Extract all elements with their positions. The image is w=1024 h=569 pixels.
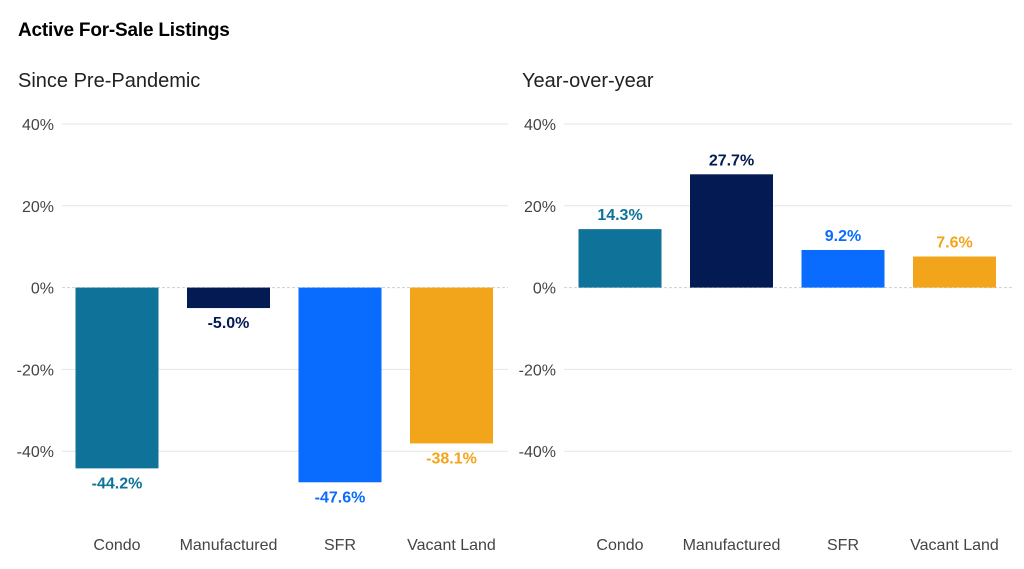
y-tick-label: 20% [524, 199, 556, 216]
bar-chart-since-pre-pandemic: 40% 20% 0% -20% -40% -44.2% Condo -5.0% Manufact… [17, 117, 508, 554]
x-tick-label-manufactured: Manufactured [683, 537, 781, 554]
y-tick-label: 40% [22, 117, 54, 134]
data-label-condo: -44.2% [92, 475, 143, 492]
chart-title-year-over-year: Year-over-year [522, 70, 654, 92]
data-label-vacant-land: 7.6% [936, 235, 972, 252]
y-tick-label: 20% [22, 199, 54, 216]
x-tick-label-sfr: SFR [827, 537, 859, 554]
y-tick-label: 40% [524, 117, 556, 134]
y-tick-label: -20% [17, 362, 54, 379]
bar-condo [75, 287, 159, 469]
y-tick-label: 0% [533, 281, 556, 298]
data-label-condo: 14.3% [597, 207, 642, 224]
x-tick-label-vacant-land: Vacant Land [407, 537, 496, 554]
chart-panel-year-over-year: Year-over-year 40% 20% 0% -20% -40% 14.3% Cond… [504, 64, 1012, 564]
y-tick-label: -40% [17, 444, 54, 461]
bar-vacant-land [913, 256, 996, 288]
bar-chart-year-over-year: 40% 20% 0% -20% -40% 14.3% Condo 27.7% Manufactu… [519, 117, 1012, 554]
x-tick-label-condo: Condo [596, 537, 643, 554]
x-tick-label-vacant-land: Vacant Land [910, 537, 999, 554]
data-label-manufactured: -5.0% [208, 315, 250, 332]
bar-manufactured [690, 174, 773, 288]
bar-vacant-land [410, 287, 493, 444]
data-label-vacant-land: -38.1% [426, 450, 477, 467]
page-title: Active For-Sale Listings [18, 20, 230, 41]
y-tick-label: -40% [519, 444, 556, 461]
bar-condo [578, 229, 662, 288]
x-tick-label-sfr: SFR [324, 537, 356, 554]
chart-panel-since-pre-pandemic: Since Pre-Pandemic 40% 20% 0% -20% -40% -44.2… [0, 64, 508, 564]
bar-manufactured [187, 287, 270, 309]
y-tick-label: 0% [31, 281, 54, 298]
bar-sfr [801, 249, 885, 288]
data-label-manufactured: 27.7% [709, 152, 754, 169]
chart-title-since-pre-pandemic: Since Pre-Pandemic [18, 70, 201, 92]
bar-sfr [298, 287, 382, 483]
y-tick-label: -20% [519, 362, 556, 379]
x-tick-label-manufactured: Manufactured [180, 537, 278, 554]
x-tick-label-condo: Condo [93, 537, 140, 554]
data-label-sfr: 9.2% [825, 228, 861, 245]
data-label-sfr: -47.6% [315, 489, 366, 506]
